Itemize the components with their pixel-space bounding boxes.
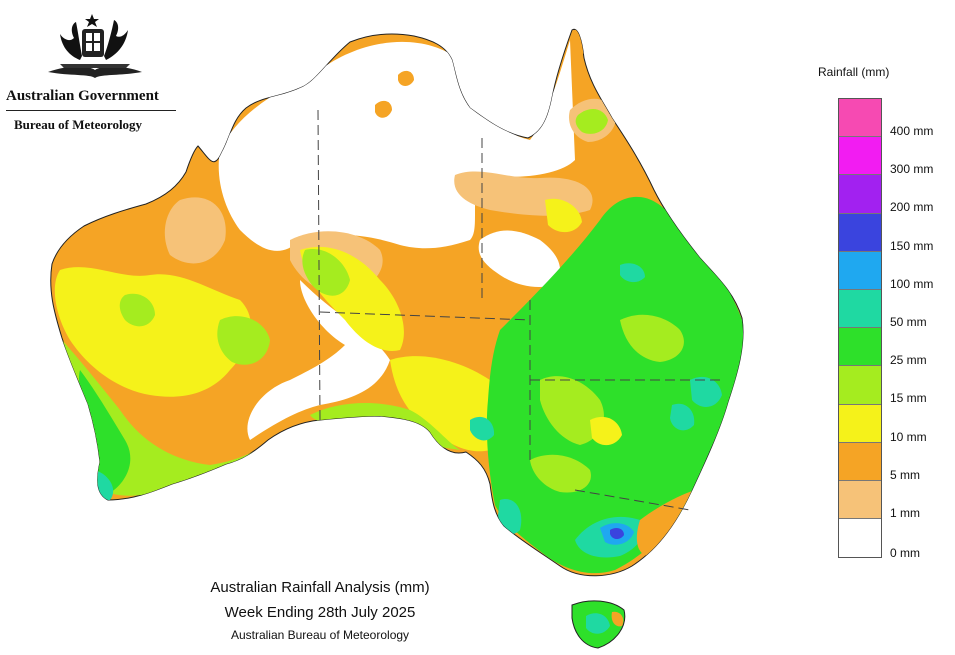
legend-swatch — [839, 99, 881, 138]
map-source: Australian Bureau of Meteorology — [230, 628, 410, 642]
legend-label: 50 mm — [890, 315, 927, 329]
legend-label: 100 mm — [890, 276, 934, 291]
map-period: Week Ending 28th July 2025 — [224, 604, 416, 621]
legend-label: 10 mm — [890, 429, 927, 444]
legend-swatch — [839, 251, 881, 290]
legend-label: 0 mm — [890, 546, 920, 561]
legend-swatch — [839, 175, 881, 214]
legend-label: 5 mm — [890, 467, 920, 482]
map-title: Australian Rainfall Analysis (mm) — [210, 579, 430, 596]
legend-label: 150 mm — [890, 238, 934, 253]
legend-title: Rainfall (mm) — [818, 65, 890, 79]
legend-label: 1 mm — [890, 506, 920, 520]
rainfall-map — [50, 28, 744, 649]
bureau-name: Bureau of Meteorology — [14, 117, 143, 132]
legend-label: 25 mm — [890, 353, 927, 368]
legend-swatch — [839, 328, 881, 367]
legend-swatch — [839, 442, 881, 481]
legend-swatch — [839, 480, 881, 520]
legend-label: 200 mm — [890, 200, 934, 215]
legend-swatch — [839, 137, 881, 176]
legend-swatch — [839, 366, 881, 405]
coat-of-arms-icon — [48, 14, 142, 78]
legend-label: 15 mm — [890, 391, 927, 406]
header-divider — [6, 110, 176, 111]
legend-label: 400 mm — [890, 124, 934, 138]
government-name: Australian Government — [6, 88, 159, 104]
legend-color-bar — [838, 98, 882, 559]
legend-label: 300 mm — [890, 162, 934, 177]
legend-swatch — [839, 519, 881, 558]
legend-swatch — [839, 213, 881, 252]
legend-swatch — [839, 404, 881, 443]
legend-swatch — [839, 289, 881, 329]
